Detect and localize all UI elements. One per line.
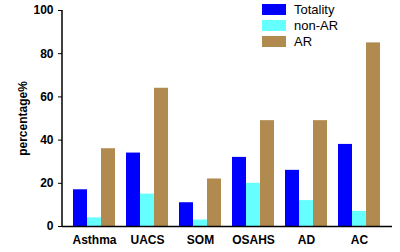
html-text:Totality: Totality <box>294 2 335 17</box>
svg-text:OSAHS: OSAHS <box>232 233 275 247</box>
svg-text:80: 80 <box>40 47 54 61</box>
svg-text:SOM: SOM <box>187 233 214 247</box>
svg-text:Asthma: Asthma <box>72 233 116 247</box>
svg-text:40: 40 <box>40 133 54 147</box>
html-text:AR: AR <box>294 34 313 49</box>
svg-text:UACS: UACS <box>130 233 164 247</box>
svg-text:100: 100 <box>33 3 53 17</box>
svg-text:0: 0 <box>47 219 54 233</box>
svg-text:AD: AD <box>298 233 316 247</box>
svg-text:AC: AC <box>351 233 369 247</box>
svg-text:percentage%: percentage% <box>16 81 30 156</box>
svg-text:60: 60 <box>40 90 54 104</box>
svg-text:20: 20 <box>40 176 54 190</box>
html-text:non-AR: non-AR <box>294 18 339 33</box>
